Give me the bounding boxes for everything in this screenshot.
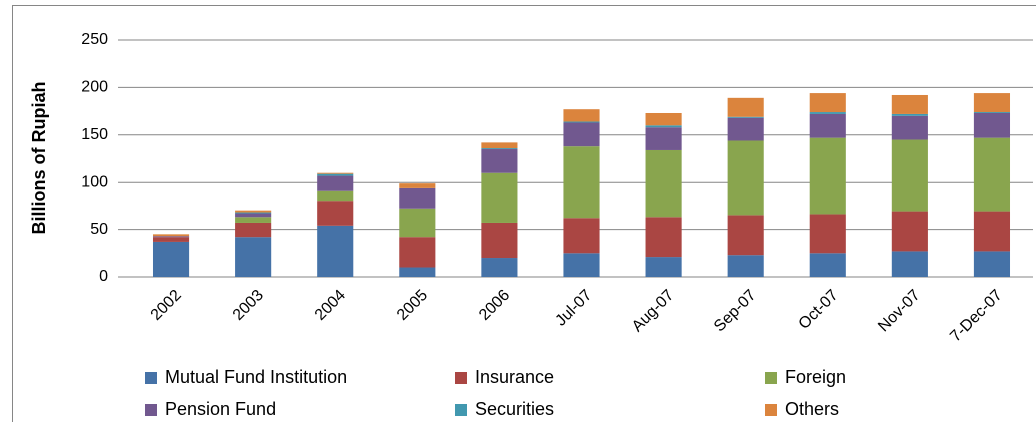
bar-segment [481,172,518,223]
legend-swatch [145,372,157,384]
legend-swatch [145,404,157,416]
bar-segment [481,149,518,173]
bar-segment [891,94,928,114]
bar-segment [563,253,600,277]
bar-segment [973,137,1011,212]
bar-segment [809,112,846,114]
bar-segment [645,112,682,126]
bar-segment [152,236,190,238]
bar-segment [235,213,272,218]
bar-segment [973,251,1011,277]
bar-segment [727,117,764,141]
bar-segment [727,215,764,256]
legend-label: Others [785,399,839,419]
y-tick-label: 150 [81,126,108,143]
legend-swatch [455,372,467,384]
bar-segment [727,140,764,216]
legend-swatch [765,404,777,416]
legend-label: Insurance [475,367,554,387]
bar-segment [563,121,600,123]
bar-segment [563,218,600,254]
bar-segment [317,190,354,202]
legend-swatch [765,372,777,384]
bar-segment [809,93,846,113]
bar-segment [809,113,846,138]
y-axis-label: Billions of Rupiah [29,82,49,235]
y-tick-label: 250 [81,31,108,48]
bar-segment [317,172,354,174]
y-tick-label: 50 [90,221,108,238]
bar-segment [727,255,764,277]
bar-segment [727,116,764,118]
bar-segment [973,112,1011,138]
bar-segment [152,237,190,242]
bar-segment [235,222,272,238]
bar-segment [563,109,600,122]
bar-segment [645,149,682,218]
legend-label: Foreign [785,367,846,387]
bar-segment [891,139,928,212]
bar-segment [973,93,1011,113]
bar-segment [152,241,190,277]
bar-segment [891,211,928,252]
bar-segment [809,253,846,277]
bar-segment [481,148,518,150]
bar-segment [317,175,354,191]
bar-segment [809,214,846,254]
bar-segment [481,222,518,259]
legend-label: Securities [475,399,554,419]
bar-segment [399,187,436,209]
bar-segment [727,97,764,117]
bar-segment [399,237,436,268]
bar-segment [645,127,682,150]
bar-segment [152,234,190,237]
bar-segment [645,217,682,258]
legend-swatch [455,404,467,416]
bar-segment [235,210,272,213]
bar-segment [399,183,436,188]
y-tick-label: 200 [81,79,108,96]
y-tick-label: 100 [81,173,108,190]
legend-label: Mutual Fund Institution [165,367,347,387]
bar-segment [891,251,928,277]
bar-segment [317,173,354,176]
bar-segment [235,212,272,214]
bar-segment [645,257,682,277]
bar-segment [399,208,436,238]
bar-segment [973,112,1011,113]
chart-frame [12,5,1036,422]
bar-segment [481,142,518,149]
bar-segment [563,146,600,219]
bar-segment [399,267,436,277]
bar-segment [317,201,354,226]
bar-segment [563,122,600,147]
bar-segment [891,115,928,140]
bar-segment [809,137,846,215]
bar-segment [973,211,1011,252]
legend-label: Pension Fund [165,399,276,419]
bar-segment [235,217,272,223]
bar-segment [235,237,272,277]
bar-segment [317,225,354,277]
bar-segment [645,125,682,128]
y-tick-label: 0 [99,268,108,285]
bar-segment [891,113,928,116]
bar-segment [481,258,518,277]
